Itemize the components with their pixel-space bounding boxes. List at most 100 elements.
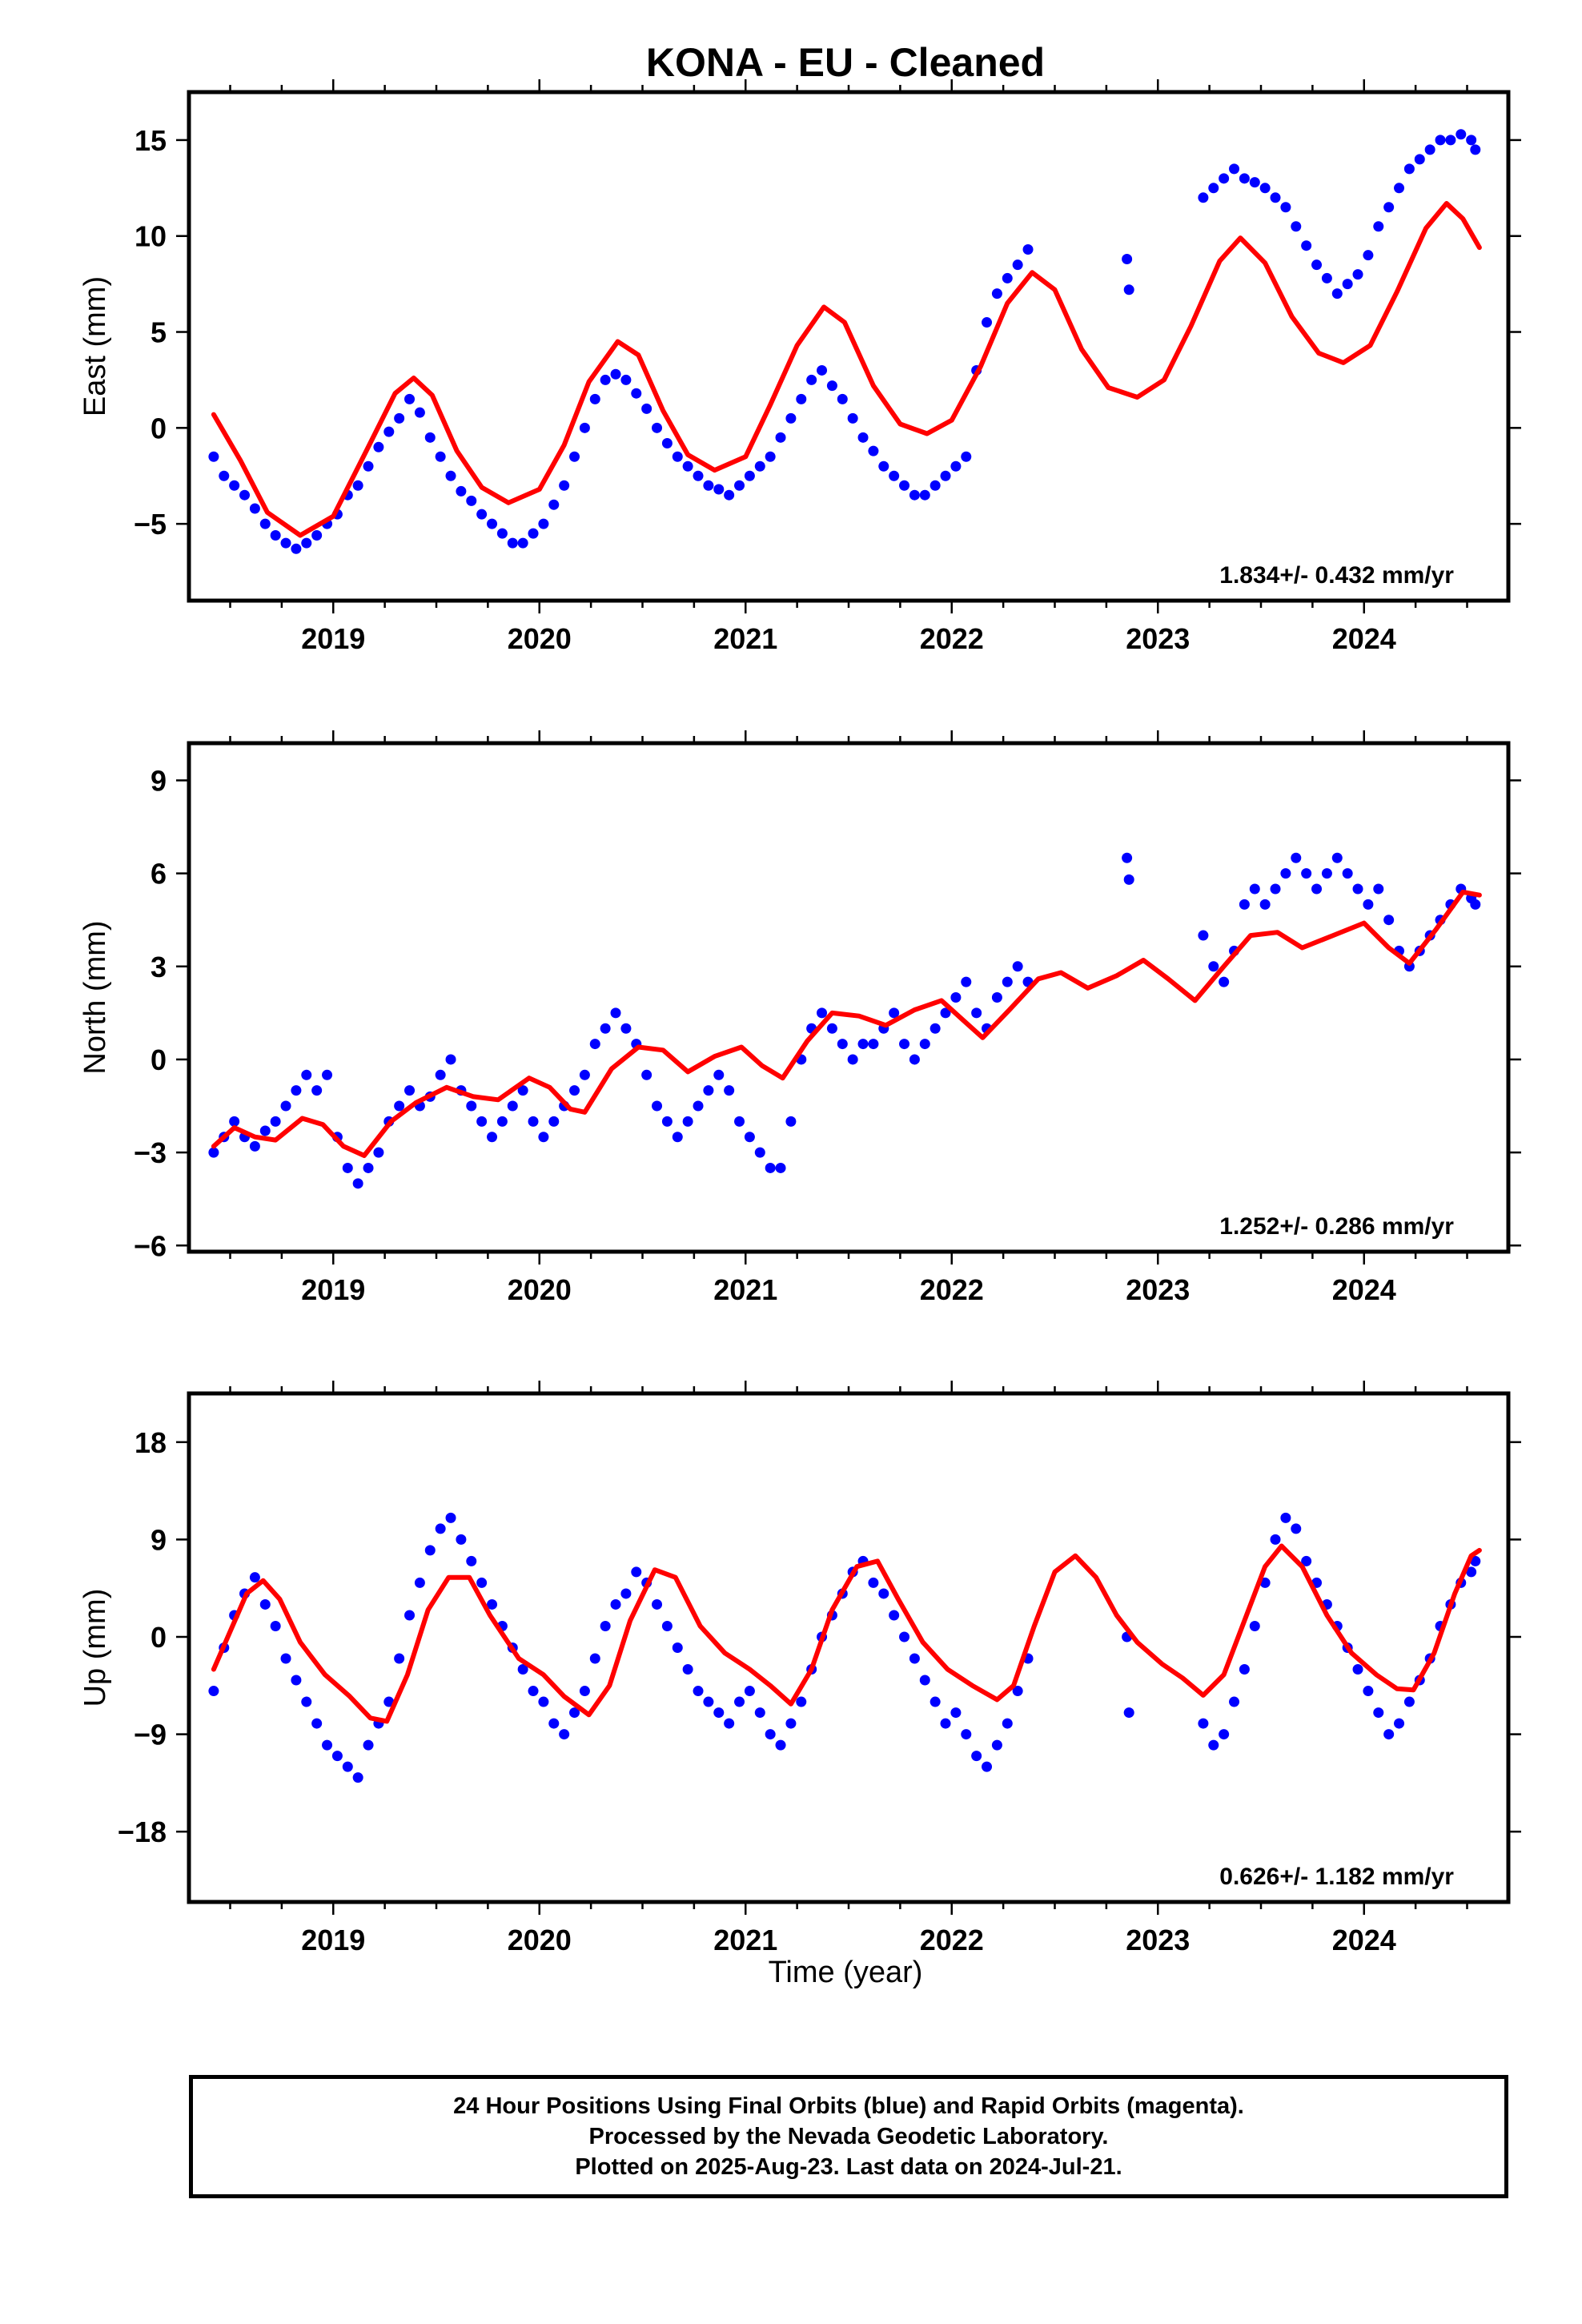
data-point — [837, 1039, 848, 1050]
data-point — [899, 1631, 910, 1642]
y-tick-label: 0 — [151, 412, 167, 444]
data-point — [383, 426, 395, 437]
data-point — [1270, 883, 1281, 895]
data-point — [496, 1116, 508, 1127]
data-point — [1239, 899, 1250, 910]
data-point — [517, 537, 528, 549]
data-point — [1383, 202, 1395, 213]
data-point — [487, 518, 498, 529]
data-point — [672, 1132, 683, 1143]
model-fit-line — [211, 1543, 1482, 1724]
y-tick-label: 15 — [135, 124, 167, 157]
data-point — [1270, 1534, 1281, 1545]
x-tick-label: 2023 — [1126, 1273, 1190, 1306]
data-point — [528, 1116, 539, 1127]
data-point — [1394, 1718, 1405, 1729]
data-point — [1352, 1664, 1363, 1675]
data-point — [239, 489, 251, 501]
data-point — [631, 388, 642, 399]
data-point — [435, 451, 446, 462]
data-point — [899, 1039, 910, 1050]
data-point — [600, 374, 611, 385]
data-point — [1470, 899, 1481, 910]
data-point — [652, 1598, 663, 1610]
data-point — [1259, 183, 1271, 194]
data-point — [559, 1729, 570, 1740]
data-point — [394, 412, 405, 424]
data-point — [363, 460, 374, 472]
data-point — [1363, 899, 1374, 910]
data-point — [1373, 883, 1384, 895]
data-point — [208, 1686, 219, 1697]
plot-frame — [187, 741, 1511, 1254]
data-point — [796, 1696, 807, 1707]
data-point — [445, 470, 456, 481]
data-point — [1291, 1523, 1302, 1534]
data-point — [445, 1512, 456, 1523]
data-point — [1403, 1696, 1415, 1707]
data-point — [435, 1523, 446, 1534]
data-point — [754, 460, 765, 472]
data-point — [1002, 272, 1013, 283]
data-point — [1470, 1555, 1481, 1566]
x-tick-label: 2022 — [920, 1924, 984, 1956]
data-point — [538, 1696, 549, 1707]
y-tick-label: 10 — [135, 220, 167, 253]
data-point — [919, 489, 930, 501]
data-point — [1208, 183, 1219, 194]
data-point — [1342, 279, 1353, 290]
data-point — [785, 1116, 797, 1127]
data-point — [930, 1696, 941, 1707]
data-point — [363, 1739, 374, 1751]
data-point — [322, 1069, 333, 1080]
data-point — [961, 451, 972, 462]
data-point — [589, 1039, 600, 1050]
y-tick-label: −18 — [118, 1815, 167, 1848]
data-point — [229, 480, 240, 491]
model-fit-line — [211, 201, 1482, 538]
data-point — [1122, 253, 1133, 264]
footer-line-orbits: 24 Hour Positions Using Final Orbits (bl… — [453, 2093, 1244, 2119]
data-point — [837, 393, 848, 404]
data-point — [435, 1069, 446, 1080]
data-point — [1280, 1512, 1291, 1523]
data-point — [1301, 240, 1312, 251]
data-point — [754, 1147, 765, 1158]
data-point — [817, 1007, 828, 1019]
y-axis-title: East (mm) — [78, 276, 112, 416]
x-tick-label: 2021 — [713, 1273, 777, 1306]
x-tick-label: 2020 — [508, 622, 572, 655]
x-tick-label: 2024 — [1332, 1273, 1396, 1306]
data-point — [703, 1085, 714, 1096]
data-point — [424, 432, 436, 443]
data-point — [847, 1054, 858, 1065]
data-point — [394, 1100, 405, 1112]
x-tick-label: 2024 — [1332, 622, 1396, 655]
data-point — [528, 1686, 539, 1697]
data-point — [744, 470, 755, 481]
y-tick-label: 6 — [151, 858, 167, 891]
data-point — [1466, 135, 1477, 146]
data-point — [899, 480, 910, 491]
data-point — [1229, 1696, 1240, 1707]
data-point — [569, 1085, 580, 1096]
plot-frame — [187, 90, 1511, 603]
data-point — [528, 528, 539, 539]
x-tick-label: 2024 — [1332, 1924, 1396, 1956]
data-point — [775, 1162, 786, 1173]
x-tick-label: 2022 — [920, 622, 984, 655]
data-point — [1002, 1718, 1013, 1729]
data-point — [744, 1132, 755, 1143]
data-point — [280, 1100, 291, 1112]
data-point — [1249, 1620, 1260, 1631]
data-point — [1291, 852, 1302, 863]
data-point — [559, 480, 570, 491]
data-point — [394, 1653, 405, 1664]
x-tick-label: 2019 — [301, 1924, 365, 1956]
data-point — [1123, 284, 1134, 296]
data-point — [868, 445, 879, 456]
x-axis-title: Time (year) — [769, 1956, 923, 1989]
data-point — [878, 460, 889, 472]
data-point — [775, 432, 786, 443]
